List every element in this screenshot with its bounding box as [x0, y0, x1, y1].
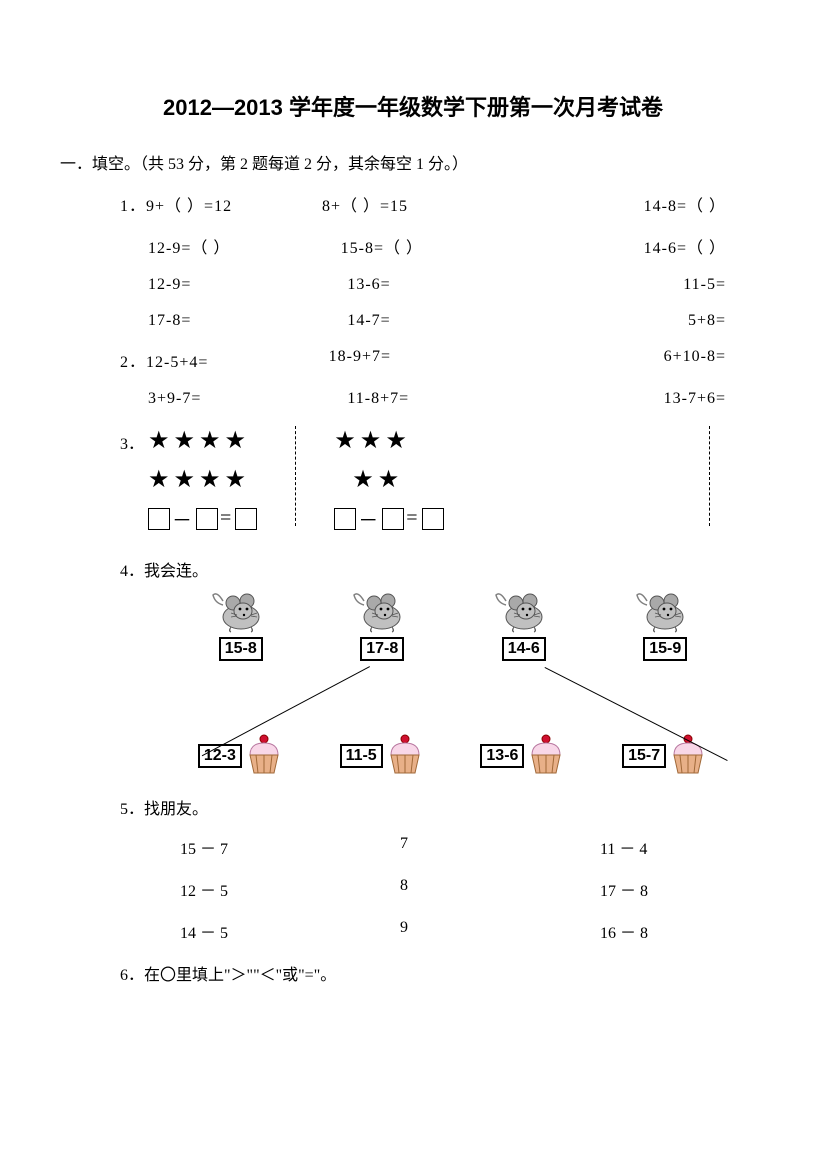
- expr-box: 15-8: [219, 637, 263, 661]
- q6-heading: 在〇里填上"＞""＜"或"="。: [144, 967, 336, 984]
- q3-g1-stars-top: ★★★★: [148, 426, 250, 455]
- blank-box[interactable]: [148, 508, 170, 530]
- question-4: 4．我会连。 15-8 17-8 14-6 15-9 12-3 11-5 13-6 15-7: [120, 557, 766, 787]
- q1-r2c2: 11-5=: [683, 276, 726, 293]
- q1-r2c1: 13-6=: [347, 276, 390, 293]
- q5-left: 14 － 5: [180, 919, 400, 943]
- q5-right: 16 － 8: [600, 919, 766, 943]
- q3-g1-stars-bottom: ★★★★: [148, 465, 250, 494]
- mouse-icon: [494, 587, 554, 635]
- q1-r1c2: 14-6=（ ）: [644, 240, 726, 257]
- cake-item[interactable]: 15-7: [622, 733, 708, 777]
- q5-left: 12 － 5: [180, 877, 400, 901]
- q2-r1c0: 3+9-7=: [148, 390, 201, 407]
- q5-right: 17 － 8: [600, 877, 766, 901]
- q1-r3c0: 17-8=: [148, 312, 191, 329]
- mouse-icon: [635, 587, 695, 635]
- q1-r1c1: 15-8=（ ）: [341, 240, 423, 257]
- equals-sign: =: [220, 507, 233, 530]
- q5-right: 11 － 4: [600, 835, 766, 859]
- mouse-icon: [211, 587, 271, 635]
- q3-g1-equation: － =: [148, 504, 257, 533]
- cake-item[interactable]: 12-3: [198, 733, 284, 777]
- section1-heading: 一．填空。（共 53 分，第 2 题每道 2 分，其余每空 1 分。）: [60, 150, 766, 174]
- divider-dashed: [295, 426, 296, 526]
- minus-sign: －: [358, 504, 380, 533]
- q2-label: 2．: [120, 354, 146, 371]
- q1-r3c2: 5+8=: [688, 312, 726, 329]
- minus-sign: －: [172, 504, 194, 533]
- q1-r0c0: 9+（ ）=12: [146, 198, 232, 215]
- cupcake-icon: [385, 733, 425, 777]
- expr-box: 14-6: [502, 637, 546, 661]
- equals-sign: =: [406, 507, 419, 530]
- expr-box: 13-6: [480, 744, 524, 768]
- q5-row: 15 － 7711 － 4: [180, 835, 766, 859]
- q5-heading: 找朋友。: [144, 801, 208, 818]
- mouse-item[interactable]: 15-9: [635, 587, 695, 661]
- expr-box: 17-8: [360, 637, 404, 661]
- q2-r0c1: 18-9+7=: [329, 348, 391, 365]
- cake-item[interactable]: 11-5: [340, 733, 425, 777]
- q3-label: 3．: [120, 426, 148, 454]
- question-6: 6．在〇里填上"＞""＜"或"="。: [120, 961, 766, 985]
- q1-r1c0: 12-9=（ ）: [148, 240, 230, 257]
- page-title: 2012—2013 学年度一年级数学下册第一次月考试卷: [60, 90, 766, 122]
- blank-box[interactable]: [235, 508, 257, 530]
- question-1: 1．9+（ ）=12 8+（ ）=15 14-8=（ ） 12-9=（ ） 15…: [120, 192, 766, 330]
- q3-g2-stars-top: ★★★: [334, 426, 411, 455]
- q4-heading: 我会连。: [144, 563, 208, 580]
- q1-label: 1．: [120, 198, 146, 215]
- mouse-item[interactable]: 14-6: [494, 587, 554, 661]
- question-2: 2．12-5+4= 18-9+7= 6+10-8= 3+9-7= 11-8+7=…: [120, 348, 766, 408]
- blank-box[interactable]: [334, 508, 356, 530]
- expr-box: 11-5: [340, 744, 383, 768]
- q5-left: 15 － 7: [180, 835, 400, 859]
- expr-box: 12-3: [198, 744, 242, 768]
- cupcake-icon: [526, 733, 566, 777]
- divider-dashed: [709, 426, 710, 526]
- cupcake-icon: [244, 733, 284, 777]
- q5-row: 12 － 5817 － 8: [180, 877, 766, 901]
- q5-row: 14 － 5916 － 8: [180, 919, 766, 943]
- q3-g2-equation: － =: [334, 504, 443, 533]
- q1-r0c1: 8+（ ）=15: [322, 198, 408, 215]
- expr-box: 15-9: [643, 637, 687, 661]
- q5-label: 5．: [120, 801, 144, 818]
- expr-box: 15-7: [622, 744, 666, 768]
- q6-label: 6．: [120, 967, 144, 984]
- q2-r0c0: 12-5+4=: [146, 354, 208, 371]
- question-3: 3． ★★★★ ★★★★ － = ★★★ ★★: [120, 426, 766, 543]
- q1-r3c1: 14-7=: [347, 312, 390, 329]
- q1-r2c0: 12-9=: [148, 276, 191, 293]
- blank-box[interactable]: [422, 508, 444, 530]
- q5-mid: 8: [400, 877, 600, 901]
- q5-mid: 9: [400, 919, 600, 943]
- cake-item[interactable]: 13-6: [480, 733, 566, 777]
- q1-r0c2: 14-8=（ ）: [644, 198, 726, 215]
- q5-mid: 7: [400, 835, 600, 859]
- q3-g2-stars-bottom: ★★: [334, 465, 403, 494]
- question-5: 5．找朋友。 15 － 7711 － 4 12 － 5817 － 8 14 － 59…: [120, 795, 766, 943]
- blank-box[interactable]: [196, 508, 218, 530]
- q4-label: 4．: [120, 563, 144, 580]
- mouse-item[interactable]: 17-8: [352, 587, 412, 661]
- q2-r1c2: 13-7+6=: [664, 390, 726, 407]
- q2-r0c2: 6+10-8=: [664, 348, 726, 365]
- mouse-icon: [352, 587, 412, 635]
- blank-box[interactable]: [382, 508, 404, 530]
- q2-r1c1: 11-8+7=: [347, 390, 409, 407]
- mouse-item[interactable]: 15-8: [211, 587, 271, 661]
